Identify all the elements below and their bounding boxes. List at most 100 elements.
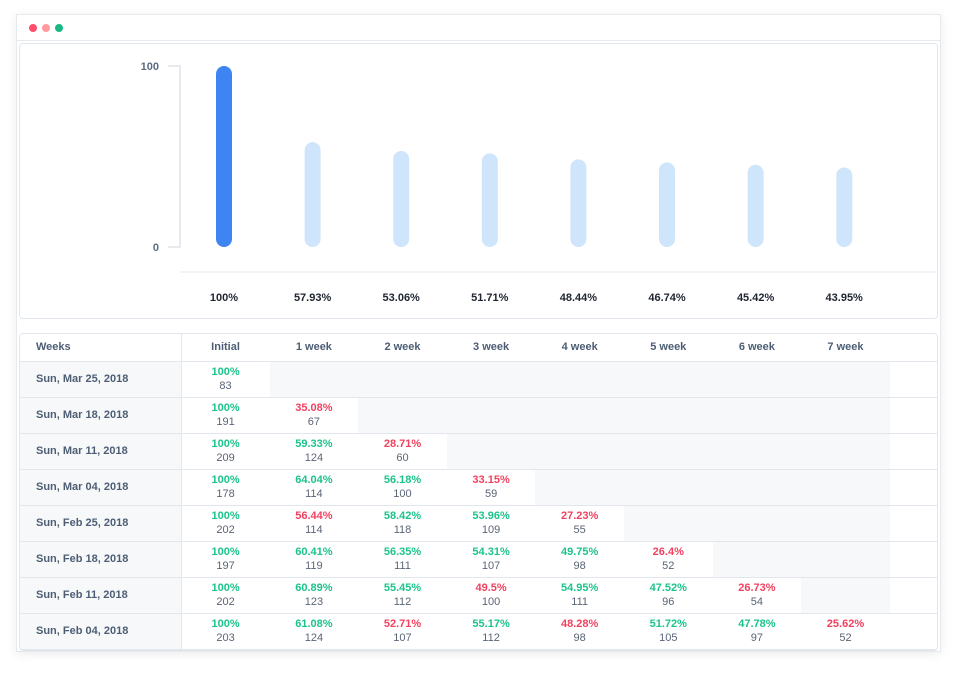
retention-percent: 100% xyxy=(211,582,240,594)
retention-count: 100 xyxy=(481,596,501,608)
bar-value-label: 46.74% xyxy=(648,292,686,304)
retention-percent: 28.71% xyxy=(383,438,422,450)
retention-cell: 59.33% 124 xyxy=(269,433,359,470)
chart-canvas: 100 0 100% 57.93% 53.06% 51.71% 48.44% 46.74% 45… xyxy=(141,61,937,304)
retention-percent: 35.08% xyxy=(295,402,333,414)
retention-cell: 35.08% 67 xyxy=(269,397,359,434)
header-4-week: 4 week xyxy=(535,334,624,362)
bar-initial xyxy=(216,66,232,247)
header-weeks: Weeks xyxy=(20,334,182,362)
retention-count: 197 xyxy=(216,560,235,572)
y-tick-label: 100 xyxy=(141,61,159,73)
retention-cell: 53.96% 109 xyxy=(446,505,536,542)
bar-2-week xyxy=(393,150,410,247)
empty-cell xyxy=(712,433,802,470)
retention-count: 67 xyxy=(307,416,321,428)
retention-percent: 60.89% xyxy=(295,582,333,594)
header-3-week: 3 week xyxy=(446,334,536,362)
empty-cell xyxy=(712,469,802,506)
retention-percent: 51.72% xyxy=(649,618,687,630)
table-row: Sun, Feb 11, 2018 100% 202 60.89% 123 55.45% 1… xyxy=(20,577,937,614)
retention-percent: 53.96% xyxy=(472,510,510,522)
retention-cell: 100% 202 xyxy=(181,577,270,614)
minimize-button[interactable] xyxy=(42,24,50,32)
cohort-date: Sun, Feb 11, 2018 xyxy=(20,577,182,614)
row-spacer xyxy=(889,397,937,434)
retention-count: 178 xyxy=(216,488,235,500)
retention-chart: 100 0 100% 57.93% 53.06% 51.71% 48.44% 46.74% 45… xyxy=(19,43,938,319)
retention-count: 83 xyxy=(219,380,232,392)
table-row: Sun, Mar 04, 2018 100% 178 64.04% 114 56.18% 1… xyxy=(20,469,937,506)
retention-cell: 100% 197 xyxy=(181,541,270,578)
retention-percent: 56.18% xyxy=(383,474,422,486)
retention-percent: 100% xyxy=(211,618,240,630)
retention-count: 112 xyxy=(393,596,412,608)
retention-cell: 60.89% 123 xyxy=(269,577,359,614)
retention-cell: 47.78% 97 xyxy=(712,613,802,650)
empty-cell xyxy=(712,541,802,578)
cohort-date: Sun, Mar 18, 2018 xyxy=(20,397,182,434)
empty-cell xyxy=(446,361,536,398)
retention-percent: 100% xyxy=(211,546,240,558)
retention-count: 112 xyxy=(482,632,500,644)
retention-percent: 100% xyxy=(211,366,240,378)
header-1-week: 1 week xyxy=(269,334,359,362)
retention-count: 107 xyxy=(393,632,412,644)
maximize-button[interactable] xyxy=(55,24,63,32)
retention-percent: 100% xyxy=(211,474,240,486)
retention-percent: 100% xyxy=(211,510,240,522)
retention-count: 119 xyxy=(305,560,323,572)
retention-count: 209 xyxy=(216,452,235,464)
retention-cell: 56.35% 111 xyxy=(358,541,447,578)
close-button[interactable] xyxy=(29,24,37,32)
retention-cell: 64.04% 114 xyxy=(269,469,359,506)
retention-count: 124 xyxy=(304,452,324,464)
retention-count: 59 xyxy=(484,488,498,500)
retention-count: 105 xyxy=(659,632,678,644)
retention-percent: 55.45% xyxy=(383,582,422,594)
empty-cell xyxy=(801,361,890,398)
empty-cell xyxy=(801,505,890,542)
row-spacer xyxy=(889,541,937,578)
retention-percent: 55.17% xyxy=(472,618,510,630)
bar-value-label: 45.42% xyxy=(737,292,775,304)
retention-count: 118 xyxy=(393,524,412,536)
retention-percent: 60.41% xyxy=(295,546,333,558)
retention-cell: 49.5% 100 xyxy=(446,577,536,614)
retention-percent: 61.08% xyxy=(295,618,333,630)
empty-cell xyxy=(446,397,536,434)
retention-percent: 100% xyxy=(211,438,240,450)
row-spacer xyxy=(889,361,937,398)
empty-cell xyxy=(623,397,713,434)
retention-cell: 28.71% 60 xyxy=(358,433,447,470)
bar-value-label: 48.44% xyxy=(560,292,598,304)
retention-percent: 59.33% xyxy=(295,438,333,450)
header-2-week: 2 week xyxy=(358,334,447,362)
cohort-date: Sun, Feb 18, 2018 xyxy=(20,541,182,578)
retention-cell: 100% 178 xyxy=(181,469,270,506)
retention-cell: 61.08% 124 xyxy=(269,613,359,650)
bar-3-week xyxy=(481,153,498,247)
retention-percent: 26.4% xyxy=(652,546,684,558)
retention-cell: 100% 191 xyxy=(181,397,270,434)
header-initial: Initial xyxy=(181,334,270,362)
cohort-date: Sun, Mar 11, 2018 xyxy=(20,433,182,470)
empty-cell xyxy=(535,433,624,470)
retention-cell: 25.62% 52 xyxy=(801,613,890,650)
row-spacer xyxy=(889,505,937,542)
cohort-table: Weeks Initial 1 week 2 week 3 week 4 week 5 we… xyxy=(20,334,937,650)
retention-percent: 56.35% xyxy=(383,546,422,558)
bar-4-week xyxy=(570,159,587,247)
retention-percent: 49.5% xyxy=(475,582,507,594)
retention-cell: 49.75% 98 xyxy=(535,541,624,578)
empty-cell xyxy=(269,361,359,398)
retention-cell: 51.72% 105 xyxy=(623,613,713,650)
empty-cell xyxy=(712,397,802,434)
row-spacer xyxy=(889,613,937,650)
retention-cell: 54.31% 107 xyxy=(446,541,536,578)
table-row: Sun, Feb 25, 2018 100% 202 56.44% 114 58.42% 1… xyxy=(20,505,937,542)
retention-percent: 54.31% xyxy=(472,546,510,558)
empty-cell xyxy=(712,505,802,542)
retention-percent: 47.78% xyxy=(738,618,776,630)
retention-cell: 55.45% 112 xyxy=(358,577,447,614)
